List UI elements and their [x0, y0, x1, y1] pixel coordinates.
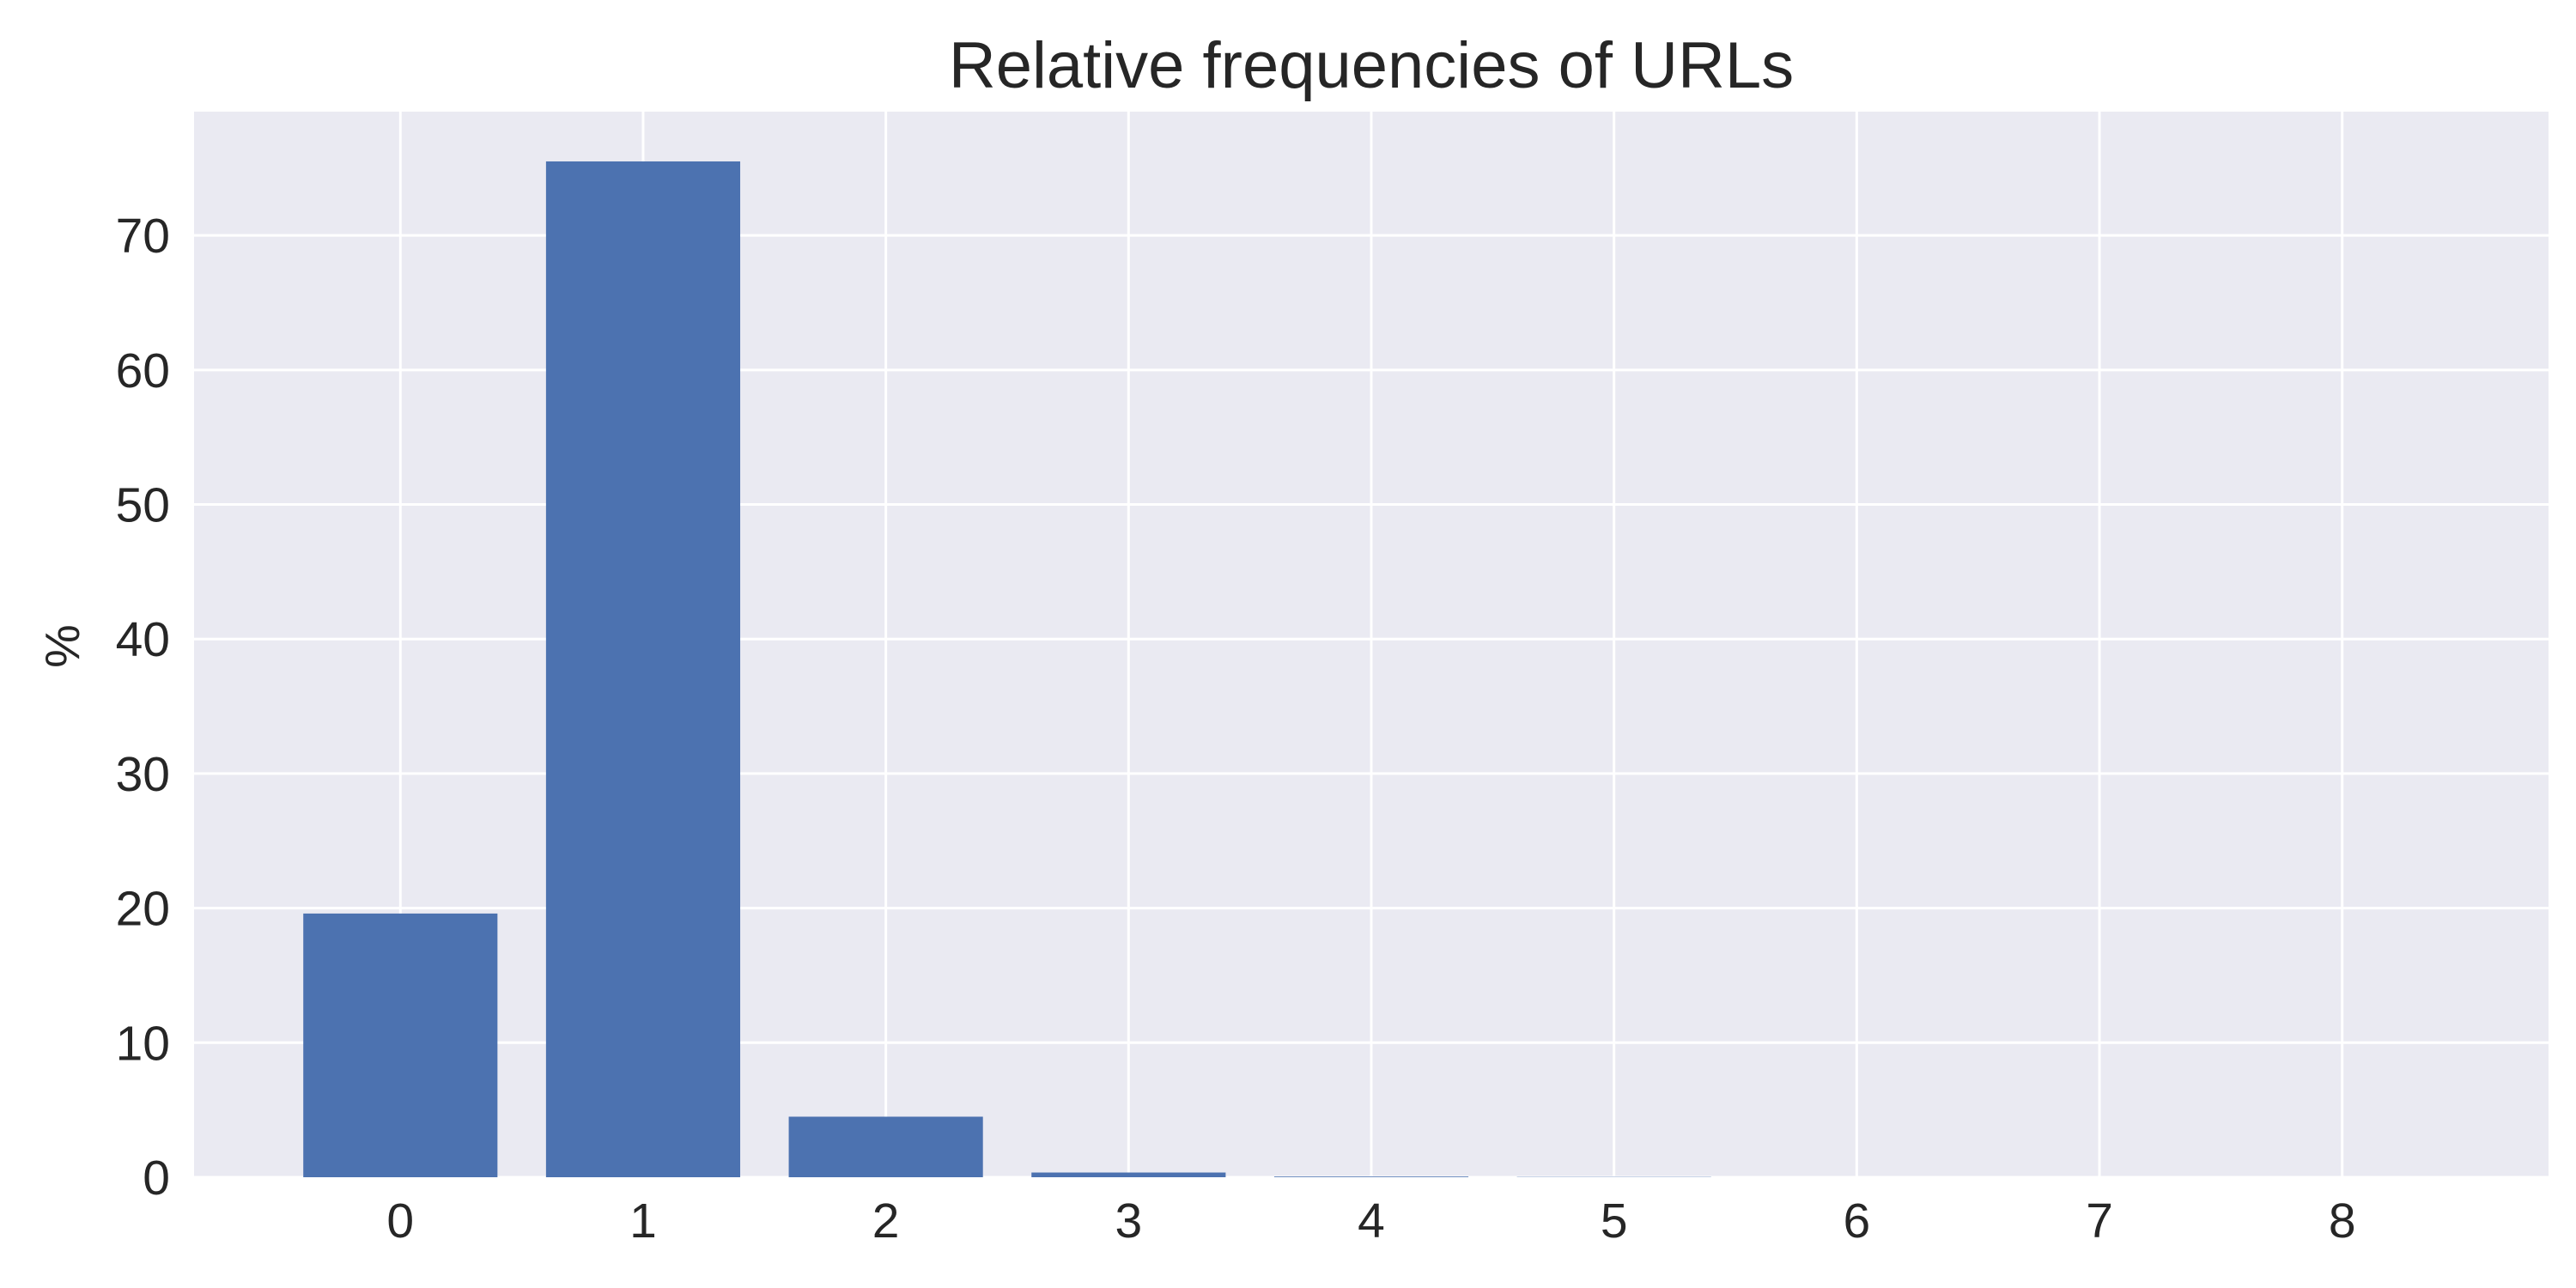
- y-tick-label: 50: [116, 478, 170, 533]
- chart-title: Relative frequencies of URLs: [949, 29, 1794, 102]
- y-tick-label: 40: [116, 612, 170, 667]
- x-tick-label: 8: [2329, 1194, 2356, 1249]
- y-tick-labels: 0 10 20 30 40 50 60 70: [116, 209, 170, 1206]
- x-tick-label: 4: [1358, 1194, 1385, 1249]
- x-tick-label: 1: [629, 1194, 657, 1249]
- y-tick-label: 10: [116, 1016, 170, 1071]
- bars: [303, 161, 1711, 1177]
- y-tick-label: 0: [143, 1151, 170, 1206]
- x-tick-label: 3: [1115, 1194, 1142, 1249]
- bar-1: [545, 161, 741, 1177]
- y-tick-label: 60: [116, 343, 170, 398]
- x-tick-label: 6: [1844, 1194, 1871, 1249]
- x-tick-labels: 0 1 2 3 4 5 6 7 8: [386, 1194, 2355, 1249]
- x-tick-label: 5: [1601, 1194, 1628, 1249]
- bar-3: [1031, 1172, 1226, 1177]
- y-tick-label: 70: [116, 209, 170, 264]
- bar-2: [788, 1116, 983, 1177]
- bar-4: [1273, 1176, 1469, 1177]
- y-tick-label: 30: [116, 747, 170, 802]
- y-axis-label: %: [35, 624, 90, 668]
- x-tick-label: 0: [386, 1194, 414, 1249]
- y-tick-label: 20: [116, 882, 170, 937]
- x-tick-label: 2: [872, 1194, 900, 1249]
- x-tick-label: 7: [2086, 1194, 2113, 1249]
- bar-0: [303, 913, 498, 1177]
